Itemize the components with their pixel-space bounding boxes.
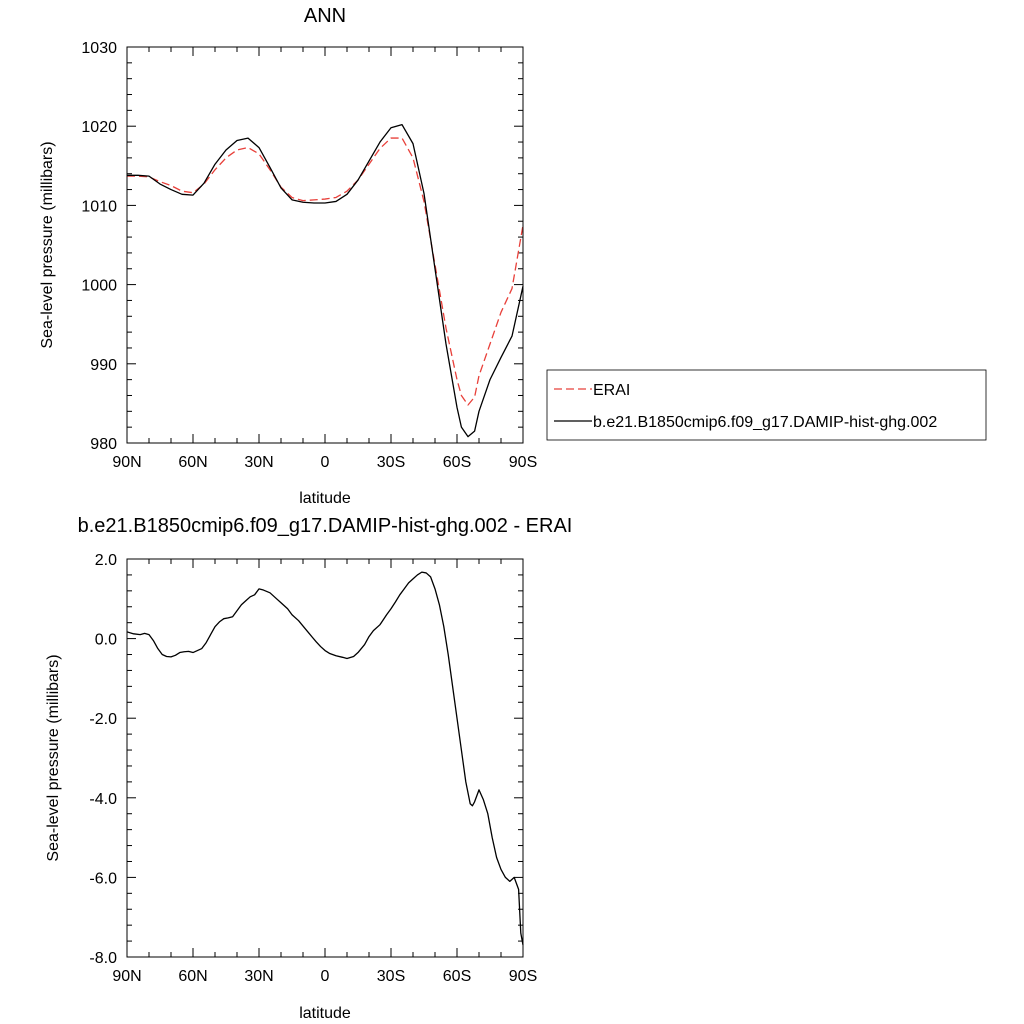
y-tick-label: 1010 <box>81 198 117 215</box>
bottom-series-group <box>126 571 524 946</box>
y-tick-label: 0.0 <box>95 632 117 649</box>
top-x-axis-label: latitude <box>299 490 351 507</box>
bottom-axis-ticks: 90N 60N 30N 0 30S 60S 90S -8.0 -6.0 -4.0 -2.0 0.0 2.… <box>89 552 537 985</box>
y-tick-label: 2.0 <box>95 552 117 569</box>
x-tick-label: 30N <box>244 968 273 985</box>
y-tick-label: -4.0 <box>89 791 117 808</box>
legend-box <box>546 369 987 441</box>
series-line-1-0 <box>126 571 524 946</box>
series-line-0-0 <box>127 137 524 406</box>
legend: ERAI b.e21.B1850cmip6.f09_g17.DAMIP-hist… <box>546 369 987 441</box>
x-tick-label: 90S <box>509 968 537 985</box>
bottom-panel: b.e21.B1850cmip6.f09_g17.DAMIP-hist-ghg.… <box>45 515 572 1022</box>
top-panel: ANN latitude Sea-level pressure (milliba… <box>39 5 987 507</box>
y-tick-label: -8.0 <box>89 950 117 967</box>
x-tick-label: 60S <box>443 454 471 471</box>
top-chart-title: ANN <box>304 5 346 27</box>
y-tick-label: 1020 <box>81 119 117 136</box>
x-tick-label: 30S <box>377 454 405 471</box>
x-tick-label: 30N <box>244 454 273 471</box>
bottom-plot-frame <box>126 558 524 958</box>
top-plot-frame <box>126 46 524 444</box>
y-tick-label: 1000 <box>81 278 117 295</box>
x-tick-label: 90S <box>509 454 537 471</box>
top-axis-ticks: 90N 60N 30N 0 30S 60S 90S 980 990 1000 1010 1020 103… <box>81 40 537 471</box>
bottom-chart-title: b.e21.B1850cmip6.f09_g17.DAMIP-hist-ghg.… <box>78 515 573 537</box>
x-tick-label: 30S <box>377 968 405 985</box>
x-tick-label: 0 <box>321 968 330 985</box>
x-tick-label: 60N <box>178 968 207 985</box>
legend-label-erai: ERAI <box>593 382 630 399</box>
x-tick-label: 60S <box>443 968 471 985</box>
top-y-axis-label: Sea-level pressure (millibars) <box>39 141 56 348</box>
legend-label-model: b.e21.B1850cmip6.f09_g17.DAMIP-hist-ghg.… <box>593 414 937 431</box>
y-tick-label: 990 <box>90 357 117 374</box>
top-series-group <box>127 123 524 438</box>
x-tick-label: 60N <box>178 454 207 471</box>
y-tick-label: -2.0 <box>89 711 117 728</box>
x-tick-label: 90N <box>112 968 141 985</box>
y-tick-label: 980 <box>90 436 117 453</box>
y-tick-label: -6.0 <box>89 870 117 887</box>
series-line-0-1 <box>127 123 524 438</box>
x-tick-label: 0 <box>321 454 330 471</box>
x-tick-label: 90N <box>112 454 141 471</box>
bottom-x-axis-label: latitude <box>299 1005 351 1022</box>
y-tick-label: 1030 <box>81 40 117 57</box>
bottom-y-axis-label: Sea-level pressure (millibars) <box>45 654 62 861</box>
